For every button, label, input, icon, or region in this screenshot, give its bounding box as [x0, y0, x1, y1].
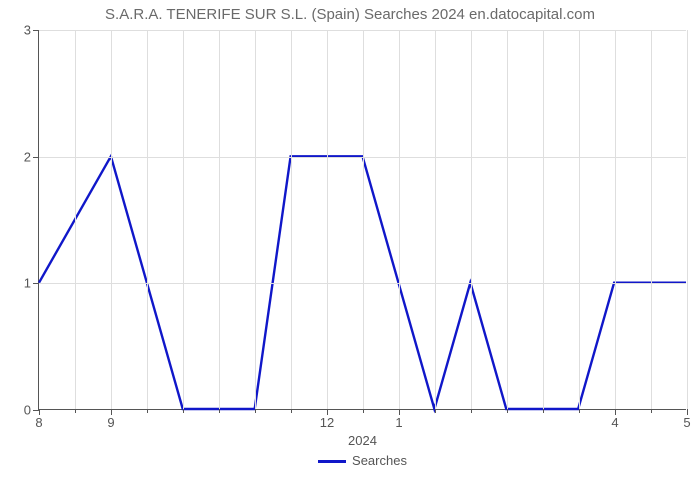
chart-title: S.A.R.A. TENERIFE SUR S.L. (Spain) Searc…	[0, 6, 700, 23]
x-tick-mark-minor	[507, 409, 508, 413]
gridline-vertical	[111, 30, 112, 409]
x-tick-label: 5	[683, 409, 690, 430]
legend: Searches	[39, 453, 686, 468]
plot-area: 2024 Searches 01238912145	[38, 30, 686, 410]
gridline-vertical	[651, 30, 652, 409]
y-tick-label: 1	[24, 276, 39, 291]
x-tick-mark-minor	[363, 409, 364, 413]
x-tick-mark-minor	[147, 409, 148, 413]
x-tick-mark-minor	[75, 409, 76, 413]
gridline-vertical	[507, 30, 508, 409]
x-tick-mark-minor	[471, 409, 472, 413]
x-tick-mark-minor	[219, 409, 220, 413]
x-axis-title: 2024	[39, 433, 686, 448]
gridline-vertical	[615, 30, 616, 409]
x-tick-mark-minor	[543, 409, 544, 413]
x-tick-mark-minor	[291, 409, 292, 413]
gridline-vertical	[543, 30, 544, 409]
gridline-vertical	[183, 30, 184, 409]
x-tick-label: 12	[320, 409, 334, 430]
gridline-vertical	[687, 30, 688, 409]
gridline-vertical	[219, 30, 220, 409]
gridline-vertical	[255, 30, 256, 409]
gridline-vertical	[75, 30, 76, 409]
legend-swatch	[318, 460, 346, 463]
x-tick-mark-minor	[579, 409, 580, 413]
y-tick-label: 2	[24, 149, 39, 164]
gridline-vertical	[147, 30, 148, 409]
legend-label: Searches	[352, 453, 407, 468]
x-tick-label: 8	[35, 409, 42, 430]
x-tick-label: 9	[107, 409, 114, 430]
x-tick-mark-minor	[435, 409, 436, 413]
gridline-vertical	[471, 30, 472, 409]
gridline-vertical	[399, 30, 400, 409]
x-tick-label: 4	[611, 409, 618, 430]
gridline-vertical	[291, 30, 292, 409]
y-tick-label: 3	[24, 23, 39, 38]
chart-container: S.A.R.A. TENERIFE SUR S.L. (Spain) Searc…	[0, 0, 700, 500]
x-tick-mark-minor	[255, 409, 256, 413]
x-tick-mark-minor	[183, 409, 184, 413]
x-tick-mark-minor	[651, 409, 652, 413]
x-tick-label: 1	[395, 409, 402, 430]
gridline-vertical	[579, 30, 580, 409]
gridline-vertical	[363, 30, 364, 409]
gridline-vertical	[435, 30, 436, 409]
gridline-vertical	[327, 30, 328, 409]
